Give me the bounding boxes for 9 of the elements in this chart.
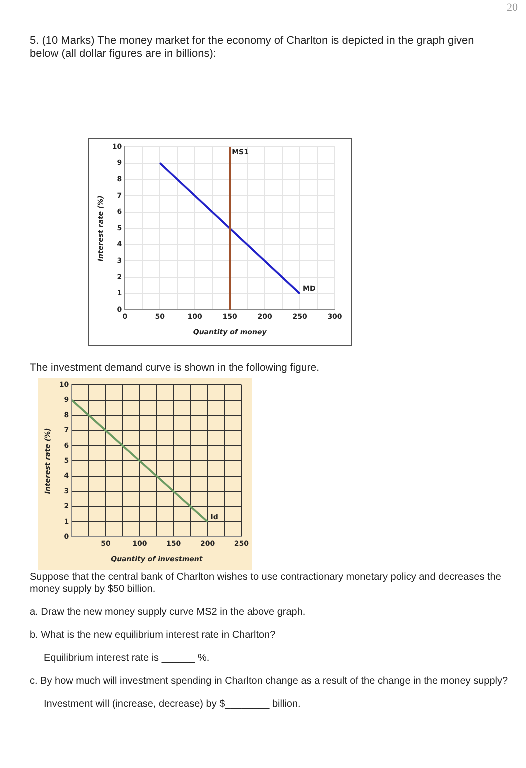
text: Suppose that the central bank of Charlton wishes to use contractionary monetary policy and decreases the money supply by $50 billion. [30,572,502,596]
chart-title: 5. (10 Marks) The money market for the economy of Charlton is depicted in the graph given below (all dollar figures are in billions): [30,35,476,61]
text: Equilibrium interest rate is ______ %. [44,653,211,665]
text: a. Draw the new money supply curve MS2 in the above graph. [30,607,307,619]
text: b. What is the new equilibrium interest rate in Charlton? [30,630,277,642]
text: c. By how much will investment spending in Charlton change as a result of the change in the money supply? [30,676,510,688]
chart-title: The investment demand curve is shown in the following figure. [30,362,320,375]
text: Investment will (increase, decrease) by $________ billion. [44,699,302,711]
text: 20 [507,2,518,14]
